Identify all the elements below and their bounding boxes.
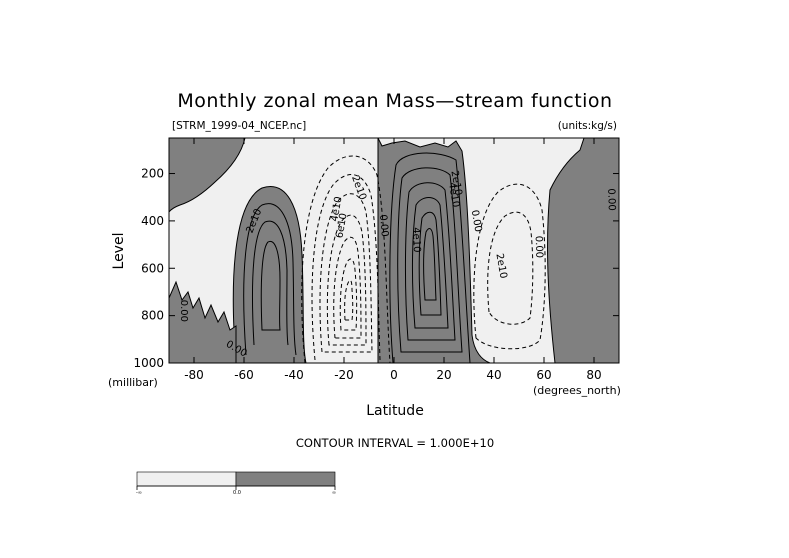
chart-title: Monthly zonal mean Mass—stream function xyxy=(177,90,612,112)
x-tick-label: -40 xyxy=(284,368,304,382)
y-tick-label: 200 xyxy=(141,167,164,181)
positive-region-southern-polar xyxy=(169,138,246,213)
contour-line xyxy=(251,220,289,346)
contour-value-label: 0.00 xyxy=(605,188,617,211)
contour-line xyxy=(344,279,354,321)
colorbar-label-max: ∞ xyxy=(332,490,336,496)
contour-line xyxy=(326,214,367,346)
colorbar-label-min: -∞ xyxy=(136,490,142,496)
x-tick-label: -60 xyxy=(234,368,254,382)
positive-region-southern-surface xyxy=(169,280,237,363)
contour-value-label: 0.00 xyxy=(377,214,390,237)
contour-value-label: 0.00 xyxy=(178,300,189,322)
x-tick-label: 40 xyxy=(486,368,501,382)
contour-value-label: 6e10 xyxy=(334,212,349,239)
y-unit-label: (millibar) xyxy=(108,376,158,389)
x-tick-label: 60 xyxy=(536,368,551,382)
contour-line xyxy=(423,228,437,301)
x-tick-label: 80 xyxy=(586,368,601,382)
contour-value-label: 2e10 xyxy=(493,253,508,280)
contour-line xyxy=(411,197,449,329)
contour-line xyxy=(473,183,546,350)
y-axis-label: Level xyxy=(111,233,127,270)
contour-line xyxy=(311,174,381,361)
file-label: [STRM_1999-04_NCEP.nc] xyxy=(172,120,306,132)
contour-labels: 2e100.000.004e106e102e100.002e104e104e10… xyxy=(178,170,617,360)
colorbar-negative-swatch xyxy=(136,471,237,487)
contour-line xyxy=(487,211,534,325)
contour-value-label: 0.00 xyxy=(533,236,545,259)
units-label: (units:kg/s) xyxy=(558,120,617,132)
contour-value-label: 4e10 xyxy=(329,196,344,223)
x-tick-label: -80 xyxy=(184,368,204,382)
contour-line xyxy=(418,211,442,316)
x-unit-label: (degrees_north) xyxy=(533,384,621,397)
contour-value-label: 4e10 xyxy=(446,182,461,209)
y-tick-label: 1000 xyxy=(133,356,164,370)
contour-value-label: 4e10 xyxy=(410,227,422,253)
plot-area: 2e100.000.004e106e102e100.002e104e104e10… xyxy=(169,138,619,363)
colorbar-label-zero: 0.0 xyxy=(233,490,241,496)
x-axis-label: Latitude xyxy=(366,403,424,419)
y-axis: 200 400 600 800 1000 xyxy=(133,167,619,370)
negative-contours xyxy=(301,155,546,363)
x-tick-label: -20 xyxy=(334,368,354,382)
contour-line xyxy=(339,258,358,331)
y-tick-label: 600 xyxy=(141,261,164,275)
contour-line xyxy=(333,236,362,339)
y-tick-label: 400 xyxy=(141,214,164,228)
x-tick-label: 20 xyxy=(436,368,451,382)
colorbar-positive-swatch xyxy=(235,471,336,487)
positive-region-northern-polar xyxy=(547,138,619,363)
positive-region-southern-cell xyxy=(232,186,307,363)
colorbar: -∞ 0.0 ∞ xyxy=(136,471,336,496)
contour-line xyxy=(397,167,463,353)
x-tick-label: 0 xyxy=(390,368,398,382)
contour-line xyxy=(301,155,391,363)
contour-interval: CONTOUR INTERVAL = 1.000E+10 xyxy=(296,436,494,450)
contour-value-label: 2e10 xyxy=(448,170,463,197)
contour-line xyxy=(260,240,281,331)
contour-line xyxy=(243,203,297,356)
y-tick-label: 800 xyxy=(141,309,164,323)
contour-line xyxy=(389,152,471,363)
positive-contours xyxy=(243,152,471,363)
x-axis: -80 -60 -40 -20 0 20 40 60 80 xyxy=(184,138,602,382)
contour-line xyxy=(319,193,373,353)
contour-line xyxy=(404,182,456,341)
contour-value-label: 0.00 xyxy=(469,209,484,233)
